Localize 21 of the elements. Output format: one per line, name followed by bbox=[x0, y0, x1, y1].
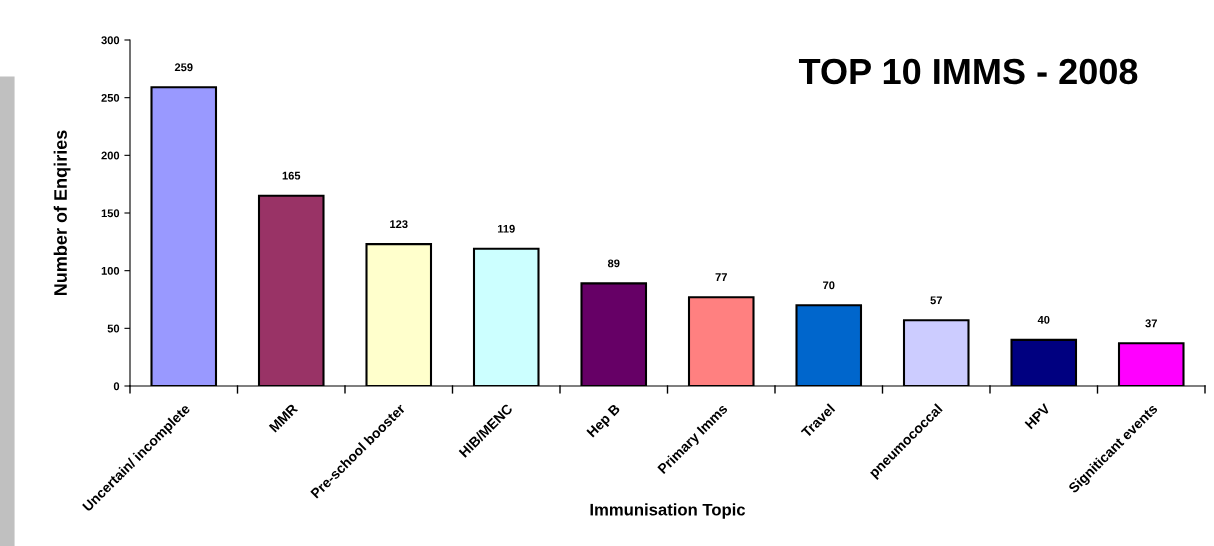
data-label: 165 bbox=[282, 171, 301, 180]
y-tick-label: 50 bbox=[107, 324, 120, 333]
data-label: 123 bbox=[390, 220, 408, 229]
data-label: 37 bbox=[1145, 319, 1157, 328]
data-label: 119 bbox=[497, 224, 515, 233]
y-tick-label: 150 bbox=[101, 209, 120, 218]
y-tick-label: 0 bbox=[113, 382, 120, 391]
y-tick-label: 100 bbox=[101, 266, 120, 275]
chart-title: TOP 10 IMMS - 2008 bbox=[798, 58, 1138, 85]
data-label: 40 bbox=[1037, 315, 1050, 324]
data-label: 89 bbox=[607, 259, 620, 268]
data-label: 57 bbox=[930, 296, 942, 305]
y-tick-label: 250 bbox=[101, 93, 120, 102]
data-label: 77 bbox=[715, 273, 727, 281]
x-axis-title: Immunisation Topic bbox=[590, 503, 746, 519]
y-axis-title: Number of Enqiries bbox=[53, 130, 71, 296]
y-tick-label: 300 bbox=[101, 36, 120, 45]
x-tick-label: Hep B bbox=[586, 403, 623, 440]
data-label: 70 bbox=[823, 281, 835, 290]
y-tick-label: 200 bbox=[101, 151, 120, 160]
data-label: 259 bbox=[174, 63, 193, 72]
